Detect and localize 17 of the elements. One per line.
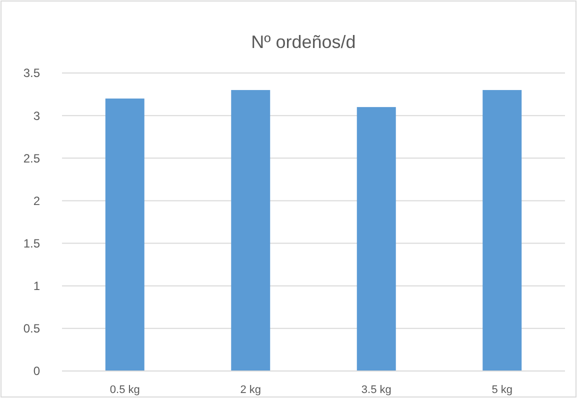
y-tick-label: 0 <box>33 364 40 378</box>
bar <box>356 107 396 371</box>
y-tick-label: 2.5 <box>23 151 40 166</box>
y-tick-label: 2 <box>33 194 40 208</box>
y-tick-label: 3 <box>33 108 40 123</box>
x-tick-label: 5 kg <box>492 384 513 396</box>
x-tick-label: 3.5 kg <box>361 384 392 396</box>
x-tick-label: 0.5 kg <box>110 384 140 396</box>
y-tick-label: 3.5 <box>23 66 40 80</box>
y-tick-label: 1 <box>33 279 40 294</box>
y-tick-label: 1.5 <box>23 236 40 250</box>
x-tick-label: 2 kg <box>240 384 262 396</box>
bar <box>482 90 522 371</box>
bar <box>231 90 270 371</box>
bar <box>105 98 144 371</box>
y-tick-label: 0.5 <box>23 322 40 336</box>
chart-title: Nº ordeños/d <box>251 32 356 52</box>
